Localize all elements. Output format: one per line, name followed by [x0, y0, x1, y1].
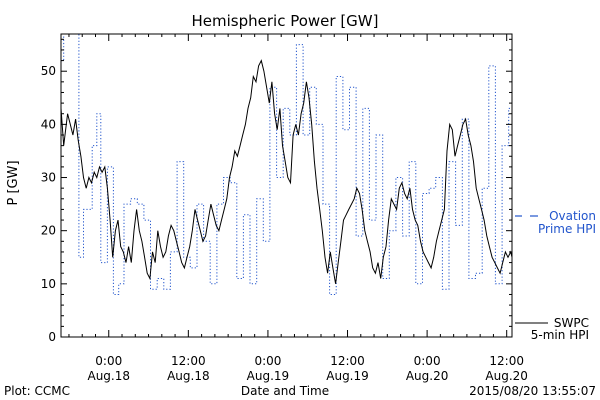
- legend-label-swpc: 5-min HPI: [531, 328, 589, 342]
- footer-timestamp: 2015/08/20 13:55:07: [469, 384, 596, 398]
- x-tick-time-label: 0:00: [95, 354, 122, 368]
- x-tick-date-label: Aug.19: [247, 369, 290, 383]
- x-tick-date-label: Aug.20: [406, 369, 449, 383]
- x-tick-time-label: 12:00: [171, 354, 206, 368]
- x-tick-time-label: 0:00: [254, 354, 281, 368]
- x-tick-date-label: Aug.20: [485, 369, 528, 383]
- y-tick-label: 10: [41, 277, 56, 291]
- x-tick-date-label: Aug.19: [326, 369, 369, 383]
- legend-label-ovation: Prime HPI: [538, 222, 596, 236]
- chart-title: Hemispheric Power [GW]: [192, 12, 379, 30]
- series-line-ovation: [61, 33, 513, 295]
- legend-label-ovation: Ovation: [549, 209, 596, 223]
- x-tick-date-label: Aug.18: [167, 369, 210, 383]
- y-tick-label: 30: [41, 171, 56, 185]
- series-layer: [60, 33, 513, 295]
- legend-label-swpc: SWPC: [554, 316, 589, 330]
- series-line-swpc: [60, 59, 513, 284]
- y-tick-label: 0: [48, 330, 56, 344]
- x-axis-label: Date and Time: [241, 384, 329, 398]
- y-axis-label: P [GW]: [6, 160, 21, 205]
- x-tick-date-label: Aug.18: [87, 369, 130, 383]
- footer-plot-source: Plot: CCMC: [4, 384, 70, 398]
- plot-frame: [60, 33, 513, 338]
- y-axis: 0 10 20 30 40 50: [41, 38, 512, 344]
- x-tick-time-label: 0:00: [414, 354, 441, 368]
- x-axis: 0:00Aug.1812:00Aug.180:00Aug.1912:00Aug.…: [68, 34, 528, 383]
- x-tick-time-label: 12:00: [330, 354, 365, 368]
- y-tick-label: 50: [41, 64, 56, 78]
- y-tick-label: 20: [41, 224, 56, 238]
- x-tick-time-label: 12:00: [489, 354, 524, 368]
- y-tick-label: 40: [41, 117, 56, 131]
